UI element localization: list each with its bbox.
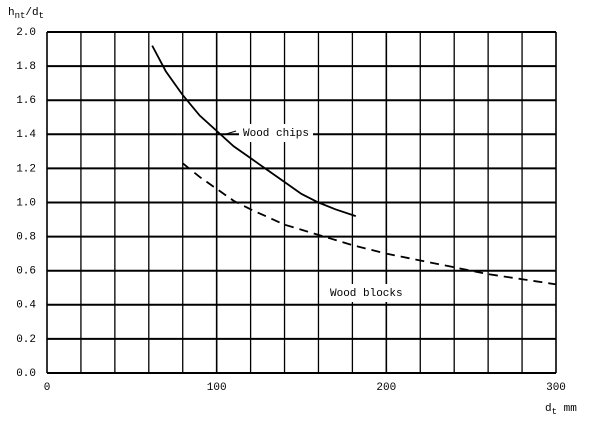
y-label-part: t bbox=[39, 11, 44, 21]
y-tick-label: 2.0 bbox=[16, 27, 36, 39]
y-tick-label: 1.2 bbox=[16, 163, 36, 175]
y-tick-label: 1.6 bbox=[16, 95, 36, 107]
y-label-part: /d bbox=[25, 7, 38, 19]
y-tick-label: 1.4 bbox=[16, 129, 36, 141]
y-tick-label: 0.6 bbox=[16, 266, 36, 278]
y-axis-label: hnt/dt bbox=[8, 7, 44, 21]
x-tick-label: 100 bbox=[207, 382, 227, 394]
series-label: Wood blocks bbox=[330, 288, 403, 300]
y-tick-label: 0.4 bbox=[16, 300, 36, 312]
x-label-part: mm bbox=[557, 403, 577, 415]
y-tick-label: 1.0 bbox=[16, 197, 36, 209]
y-tick-label: 1.8 bbox=[16, 61, 36, 73]
series-label: Wood chips bbox=[243, 128, 309, 140]
series-line bbox=[182, 162, 557, 286]
y-tick-label: 0.8 bbox=[16, 232, 36, 244]
x-label-part: d bbox=[545, 403, 552, 415]
y-label-part: h bbox=[8, 7, 15, 19]
x-tick-label: 300 bbox=[546, 382, 566, 394]
x-label-part: t bbox=[552, 407, 557, 417]
series-line bbox=[151, 45, 357, 217]
x-axis-label: dt mm bbox=[545, 403, 577, 417]
x-tick-label: 0 bbox=[44, 382, 51, 394]
label-background bbox=[239, 124, 314, 142]
y-tick-label: 0.2 bbox=[16, 334, 36, 346]
x-tick-label: 200 bbox=[376, 382, 396, 394]
y-tick-label: 0.0 bbox=[16, 368, 36, 380]
label-background bbox=[326, 284, 407, 302]
y-label-part: nt bbox=[15, 11, 26, 21]
